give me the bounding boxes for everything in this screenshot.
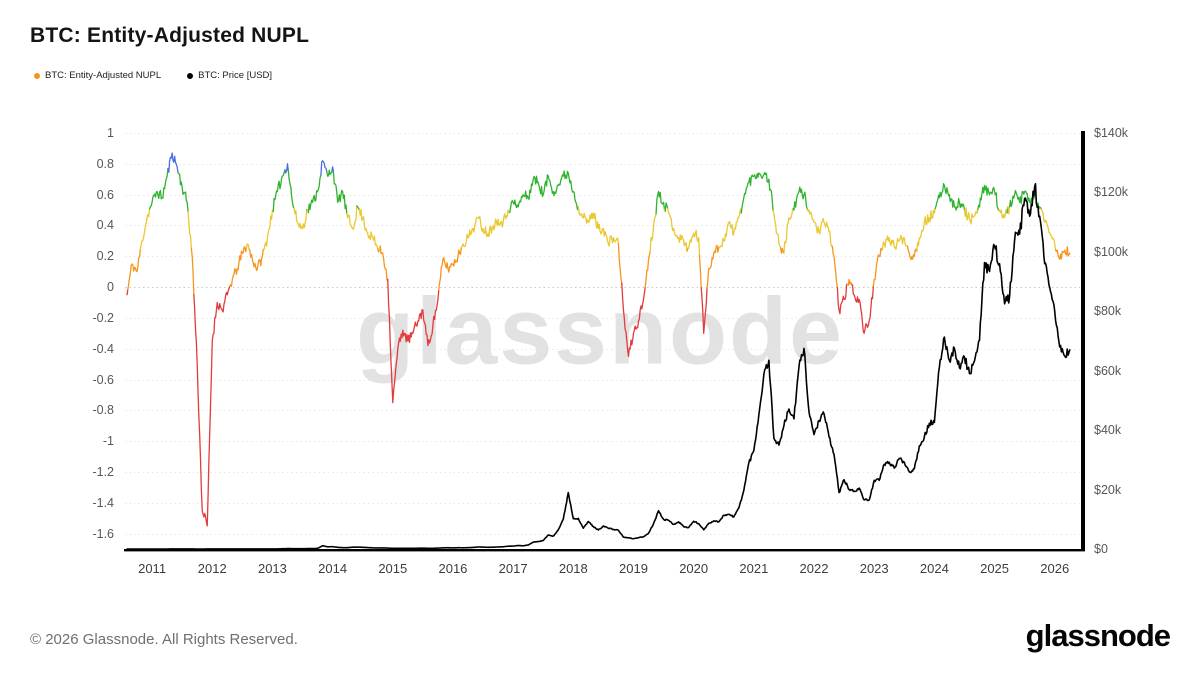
x-axis-tick: 2015 (378, 561, 408, 576)
x-axis-tick: 2020 (679, 561, 709, 576)
y-axis-left-tick: 0.6 (96, 187, 114, 202)
x-axis-tick: 2026 (1040, 561, 1070, 576)
y-axis-right-tick: $120k (1094, 185, 1129, 200)
y-axis-left-tick: -0.4 (92, 341, 114, 356)
y-axis-left-tick: -1.4 (92, 495, 114, 510)
x-axis-tick: 2019 (619, 561, 648, 576)
y-axis-right-tick: $20k (1094, 482, 1122, 497)
y-axis-right-tick: $0 (1094, 542, 1108, 556)
y-axis-left-tick: -0.2 (92, 310, 114, 325)
y-axis-left-tick: 0 (107, 280, 114, 295)
y-axis-right-tick: $100k (1094, 244, 1129, 259)
y-axis-right-tick: $60k (1094, 363, 1122, 378)
y-axis-left-tick: 0.8 (96, 156, 114, 171)
x-axis-tick: 2011 (138, 561, 167, 576)
x-axis-tick: 2016 (438, 561, 468, 576)
copyright-text: © 2026 Glassnode. All Rights Reserved. (30, 631, 298, 648)
y-axis-left-tick: -0.6 (92, 372, 114, 387)
legend-label-price: BTC: Price [USD] (198, 70, 273, 81)
chart-legend: BTC: Entity-Adjusted NUPL BTC: Price [US… (34, 70, 272, 81)
y-axis-right-tick: $80k (1094, 304, 1122, 319)
x-axis-tick: 2018 (558, 561, 588, 576)
y-axis-left-tick: -0.8 (92, 403, 114, 418)
x-axis-tick: 2025 (980, 561, 1010, 576)
y-axis-left-tick: 1 (107, 126, 114, 140)
x-axis-tick: 2023 (859, 561, 889, 576)
x-axis-tick: 2012 (197, 561, 227, 576)
legend-item-nupl[interactable]: BTC: Entity-Adjusted NUPL (34, 70, 161, 81)
y-axis-right-tick: $140k (1094, 126, 1129, 140)
y-axis-left-tick: 0.4 (96, 218, 114, 233)
x-axis-tick: 2017 (498, 561, 528, 576)
x-axis-tick: 2024 (919, 561, 949, 576)
x-axis-tick: 2013 (257, 561, 287, 576)
x-axis-tick: 2021 (739, 561, 769, 576)
legend-marker-nupl-icon (34, 72, 40, 79)
y-axis-left-tick: 0.2 (96, 249, 114, 264)
x-axis-tick: 2022 (799, 561, 829, 576)
x-axis-tick: 2014 (318, 561, 348, 576)
legend-label-nupl: BTC: Entity-Adjusted NUPL (45, 70, 162, 81)
glassnode-logo: glassnode (1025, 618, 1171, 653)
y-axis-left-tick: -1.2 (92, 464, 114, 479)
y-axis-left-tick: -1.6 (92, 526, 114, 541)
y-axis-left-tick: -1 (102, 434, 114, 449)
legend-marker-price-icon (187, 72, 194, 79)
legend-item-price[interactable]: BTC: Price [USD] (187, 70, 272, 81)
y-axis-right-tick: $40k (1094, 423, 1122, 438)
page-title: BTC: Entity-Adjusted NUPL (30, 24, 310, 47)
